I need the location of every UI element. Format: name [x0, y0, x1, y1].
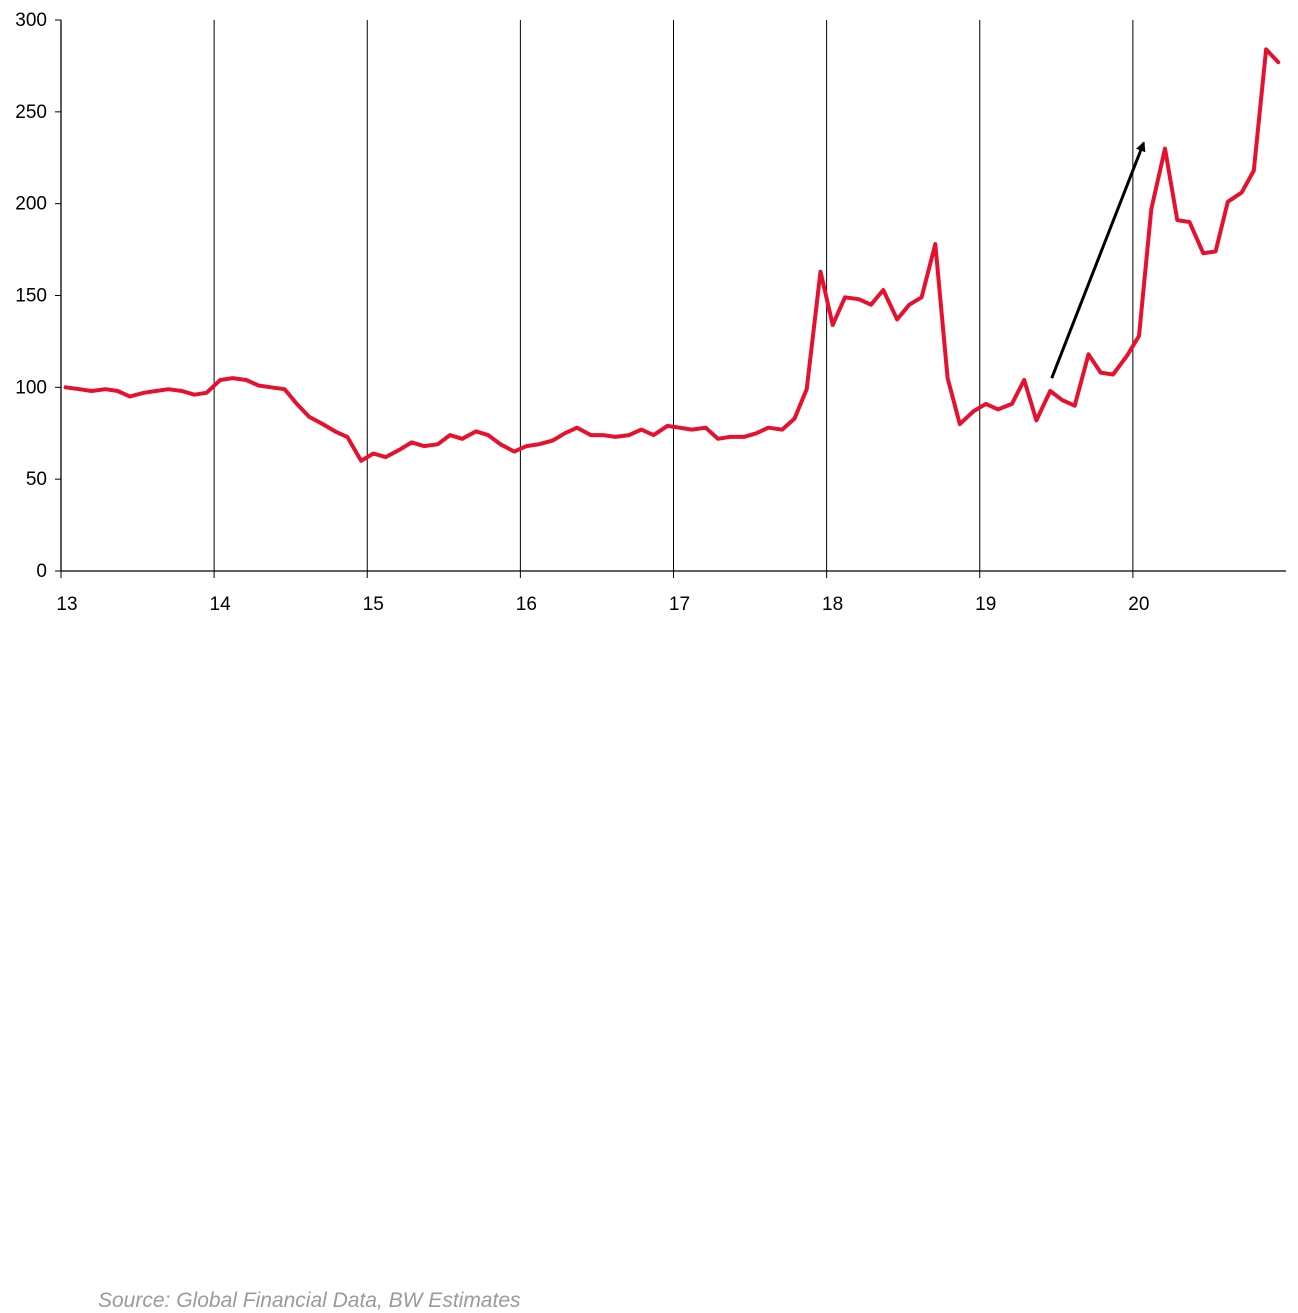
x-tick-label-13: 13 [56, 594, 77, 615]
chart-area: 0 50 100 150 200 250 300 13 14 15 16 17 18 19 20 [0, 0, 1298, 630]
y-tick-label-300: 300 [15, 10, 47, 31]
x-tick-label-18: 18 [822, 594, 843, 615]
annotation-arrow-0 [1050, 141, 1146, 379]
x-tick-label-20: 20 [1128, 594, 1149, 615]
line-chart: 0 50 100 150 200 250 300 13 14 15 16 17 18 19 20 [15, 10, 1286, 615]
x-tick-label-14: 14 [210, 594, 232, 615]
y-tick-label-100: 100 [15, 377, 47, 398]
series-line-0 [63, 47, 1281, 463]
y-tick-label-150: 150 [15, 286, 47, 307]
footer: Source: Global Financial Data, BW Estima… [0, 630, 1298, 1312]
source-note: Source: Global Financial Data, BW Estima… [98, 1289, 521, 1312]
y-tick-label-50: 50 [26, 469, 47, 490]
x-tick-label-15: 15 [363, 594, 384, 615]
x-tick-label-17: 17 [669, 594, 690, 615]
y-tick-label-250: 250 [15, 102, 47, 123]
x-tick-label-16: 16 [516, 594, 537, 615]
y-tick-label-200: 200 [15, 194, 47, 215]
y-tick-label-0: 0 [36, 561, 47, 582]
x-tick-label-19: 19 [975, 594, 996, 615]
